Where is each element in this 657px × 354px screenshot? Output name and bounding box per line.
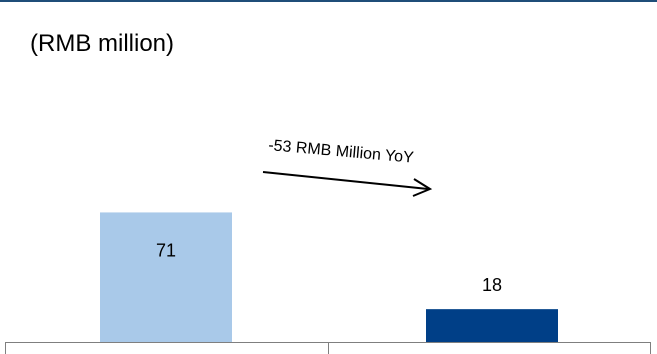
data-label-2: 18 xyxy=(482,275,502,295)
yoy-annotation-text: -53 RMB Million YoY xyxy=(268,137,415,167)
category-axis-table xyxy=(5,342,651,354)
yoy-arrow-head-icon xyxy=(412,178,433,197)
category-cell-2 xyxy=(327,343,651,354)
yoy-arrow-line xyxy=(262,171,429,190)
data-label-1: 71 xyxy=(156,240,176,260)
unit-label: (RMB million) xyxy=(30,30,174,57)
bar-2 xyxy=(426,309,558,342)
category-cell-1 xyxy=(6,343,328,354)
top-rule xyxy=(0,0,657,2)
bar-1 xyxy=(100,212,232,342)
yoy-annotation: -53 RMB Million YoY xyxy=(262,137,433,197)
